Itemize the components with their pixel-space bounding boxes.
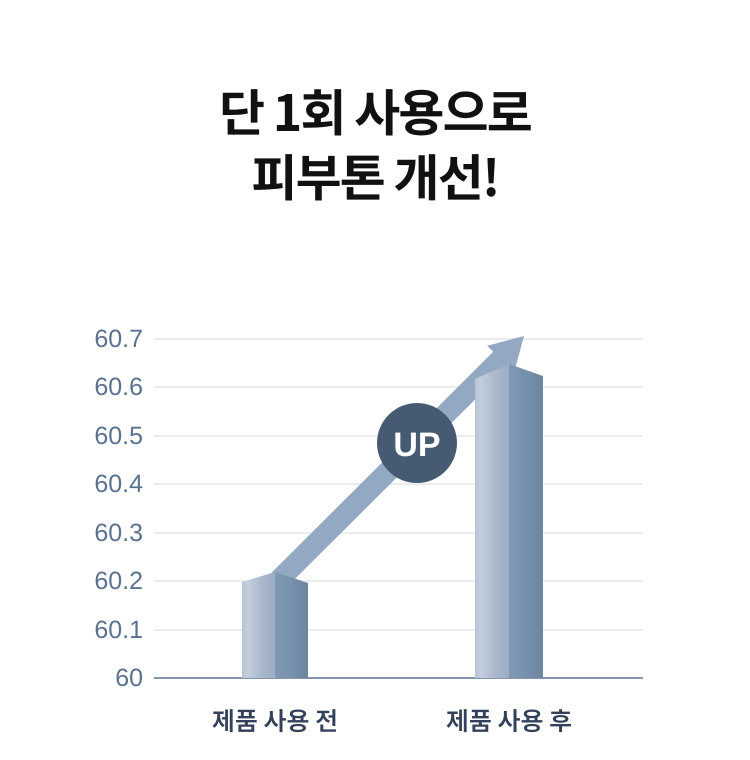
svg-text:60.5: 60.5 [94,422,143,450]
svg-text:제품 사용 후: 제품 사용 후 [446,702,572,738]
svg-text:60.3: 60.3 [94,519,143,547]
svg-text:60.2: 60.2 [94,567,143,595]
svg-text:60.1: 60.1 [94,616,143,644]
svg-text:60.6: 60.6 [94,373,143,401]
svg-text:UP: UP [393,426,440,464]
svg-text:제품 사용 전: 제품 사용 전 [212,702,338,738]
svg-text:60.4: 60.4 [94,470,143,498]
svg-text:60.7: 60.7 [94,325,143,353]
svg-text:60: 60 [115,664,143,692]
